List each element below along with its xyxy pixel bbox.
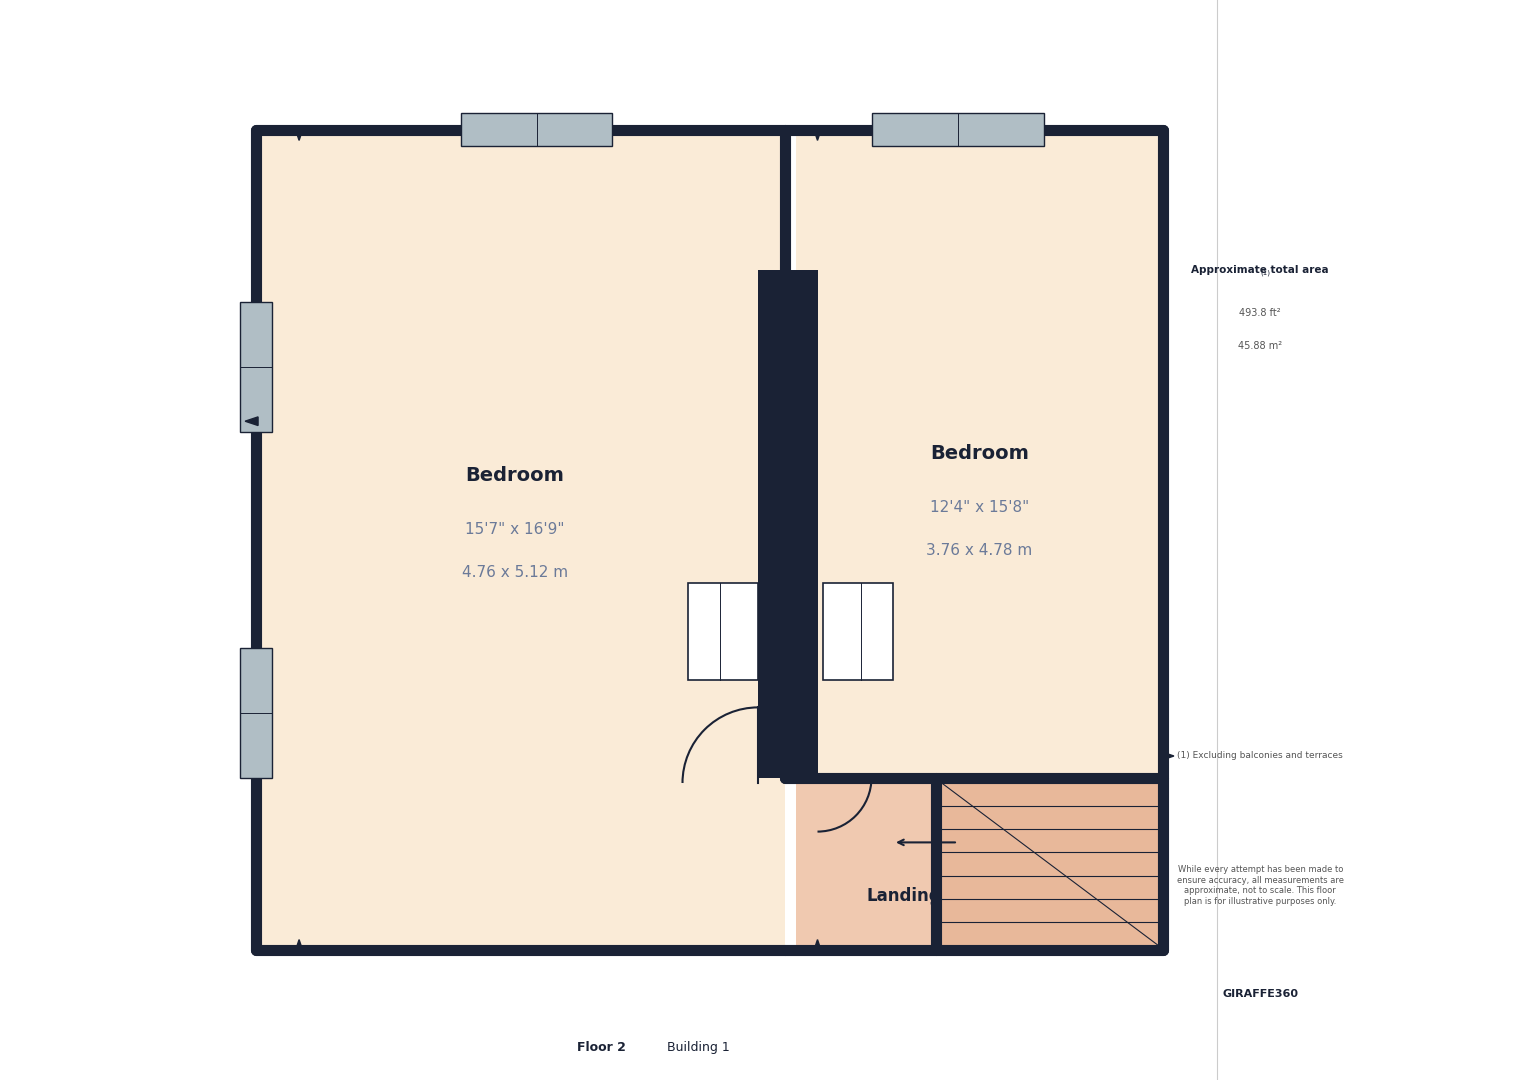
Text: Approximate total area: Approximate total area [1191,265,1328,275]
Text: Bedroom: Bedroom [930,444,1029,463]
Bar [240,648,272,778]
Polygon shape [814,940,822,953]
Bar [757,270,817,778]
Bar [240,302,272,432]
Bar [872,113,1044,146]
Polygon shape [295,127,304,140]
Bar [796,778,936,950]
Text: (1) Excluding balconies and terraces: (1) Excluding balconies and terraces [1177,752,1344,760]
Polygon shape [295,940,304,953]
Text: While every attempt has been made to
ensure accuracy, all measurements are
appro: While every attempt has been made to ens… [1177,865,1344,906]
Bar [942,783,1157,945]
Bar [461,113,612,146]
Text: 12'4" x 15'8": 12'4" x 15'8" [930,500,1029,515]
Bar [823,583,893,680]
Polygon shape [1159,149,1168,162]
Text: 45.88 m²: 45.88 m² [1238,340,1283,351]
Polygon shape [814,127,822,140]
Text: 4.76 x 5.12 m: 4.76 x 5.12 m [463,565,568,580]
Text: Landing: Landing [867,888,941,905]
Text: 15'7" x 16'9": 15'7" x 16'9" [466,522,565,537]
Polygon shape [1161,752,1174,760]
Text: (1): (1) [1260,270,1270,276]
Text: GIRAFFE360: GIRAFFE360 [1222,988,1298,999]
Bar [257,130,785,950]
Text: Bedroom: Bedroom [466,465,565,485]
Bar [936,778,1164,950]
Text: Floor 2: Floor 2 [577,1041,626,1054]
Bar [687,583,757,680]
Polygon shape [246,417,258,426]
Text: Building 1: Building 1 [667,1041,730,1054]
Text: 3.76 x 4.78 m: 3.76 x 4.78 m [927,543,1032,558]
Bar [796,130,1164,778]
Text: 493.8 ft²: 493.8 ft² [1240,308,1281,319]
